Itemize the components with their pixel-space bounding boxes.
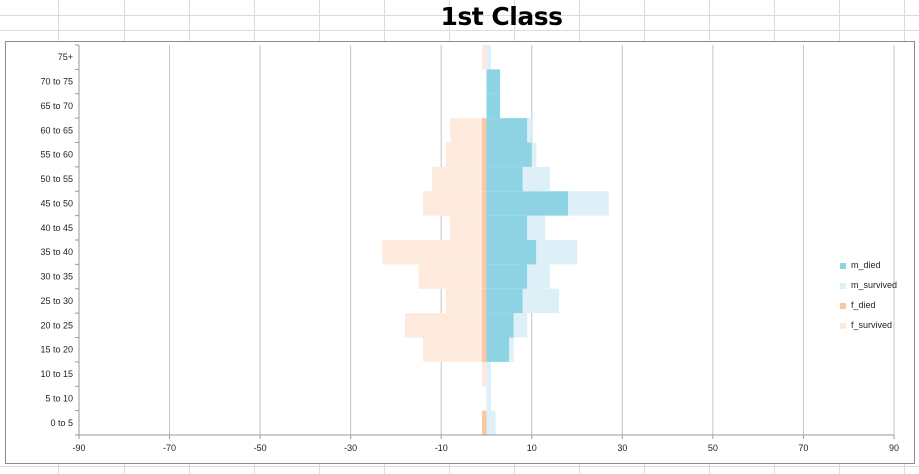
- bar-f-died-35-to-40: [481, 240, 487, 265]
- y-tick-label-50-to-55: 50 to 55: [40, 174, 73, 184]
- y-tick-label-65-to-70: 65 to 70: [40, 101, 73, 111]
- bar-m-survived-50-to-55: [522, 166, 550, 192]
- bar-f-died-25-to-30: [481, 288, 487, 314]
- bar-f-survived-10-to-15: [481, 361, 487, 387]
- x-tick-label-10: -10: [435, 443, 448, 453]
- y-tick-label-20-to-25: 20 to 25: [40, 320, 73, 330]
- bar-m-survived-75: [486, 45, 492, 70]
- bar-f-died-15-to-20: [481, 337, 487, 362]
- bar-f-survived-30-to-35: [418, 264, 482, 289]
- bar-f-died-45-to-50: [481, 191, 487, 216]
- bar-f-died-50-to-55: [481, 166, 487, 192]
- legend-swatch-m-died: [840, 263, 846, 269]
- bar-m-died-25-to-30: [486, 288, 523, 314]
- bar-m-survived-35-to-40: [536, 240, 578, 265]
- y-tick-label-15-to-20: 15 to 20: [40, 345, 73, 355]
- bar-m-died-35-to-40: [486, 240, 537, 265]
- bar-m-survived-55-to-60: [531, 142, 537, 167]
- bar-m-died-15-to-20: [486, 337, 510, 362]
- bar-f-survived-40-to-45: [450, 215, 482, 240]
- bar-f-survived-60-to-65: [450, 118, 482, 143]
- x-tick-label-30: 30: [617, 443, 627, 453]
- bar-m-died-55-to-60: [486, 142, 532, 167]
- x-tick-label-90: -90: [72, 443, 85, 453]
- bar-m-died-45-to-50: [486, 191, 568, 216]
- chart-area: 0 to 5 5 to 10 10 to 15 15 to 20 20 to 25 25 …: [5, 41, 915, 464]
- y-tick-label-25-to-30: 25 to 30: [40, 296, 73, 306]
- bar-m-died-30-to-35: [486, 264, 528, 289]
- y-tick-label-70-to-75: 70 to 75: [40, 77, 73, 87]
- bar-m-survived-30-to-35: [527, 264, 550, 289]
- x-tick-label-50: 50: [708, 443, 718, 453]
- legend-swatch-f-died: [840, 303, 846, 309]
- x-tick-label-50: -50: [254, 443, 267, 453]
- bar-f-survived-15-to-20: [423, 337, 482, 362]
- bar-m-survived-10-to-15: [486, 361, 492, 387]
- y-tick-label-55-to-60: 55 to 60: [40, 150, 73, 160]
- bar-m-survived-60-to-65: [527, 118, 532, 143]
- bar-m-died-40-to-45: [486, 215, 528, 240]
- x-tick-label-30: -30: [344, 443, 357, 453]
- y-tick-label-5-to-10: 5 to 10: [45, 393, 73, 403]
- bar-f-died-0-to-5: [481, 410, 487, 435]
- bar-f-died-40-to-45: [481, 215, 487, 240]
- y-tick-label-75: 75+: [58, 52, 73, 62]
- x-tick-label-10: 10: [527, 443, 537, 453]
- bar-f-survived-50-to-55: [432, 166, 482, 192]
- chart-title: 1st Class: [440, 2, 563, 31]
- bar-m-survived-0-to-5: [486, 410, 496, 435]
- bar-f-survived-35-to-40: [382, 240, 482, 265]
- legend-swatch-m-survived: [840, 283, 846, 289]
- legend-label-m-survived: m_survived: [851, 280, 898, 290]
- bar-f-died-20-to-25: [481, 313, 487, 338]
- bar-f-survived-25-to-30: [445, 288, 482, 314]
- y-tick-label-30-to-35: 30 to 35: [40, 272, 73, 282]
- x-tick-label-90: 90: [889, 443, 899, 453]
- bar-m-died-70-to-75: [486, 69, 501, 94]
- bar-f-died-60-to-65: [481, 118, 487, 143]
- bar-m-died-65-to-70: [486, 93, 501, 119]
- bar-f-died-55-to-60: [481, 142, 487, 167]
- plot-area: 0 to 5 5 to 10 10 to 15 15 to 20 20 to 25 25 …: [40, 44, 899, 453]
- legend-label-f-died: f_died: [851, 300, 876, 310]
- bar-f-died-30-to-35: [481, 264, 487, 289]
- legend-label-f-survived: f_survived: [851, 320, 893, 330]
- x-tick-label-70: 70: [798, 443, 808, 453]
- bar-f-survived-45-to-50: [423, 191, 482, 216]
- bar-f-survived-75: [481, 45, 487, 70]
- bar-m-survived-40-to-45: [527, 215, 546, 240]
- bar-m-survived-25-to-30: [522, 288, 559, 314]
- y-tick-label-40-to-45: 40 to 45: [40, 223, 73, 233]
- bar-m-died-60-to-65: [486, 118, 528, 143]
- y-tick-label-60-to-65: 60 to 65: [40, 125, 73, 135]
- bar-f-survived-55-to-60: [445, 142, 482, 167]
- bar-m-survived-20-to-25: [513, 313, 528, 338]
- bar-m-died-50-to-55: [486, 166, 523, 192]
- y-tick-label-0-to-5: 0 to 5: [50, 418, 73, 428]
- bar-f-survived-20-to-25: [405, 313, 482, 338]
- bar-m-survived-15-to-20: [509, 337, 514, 362]
- x-tick-label-70: -70: [163, 443, 176, 453]
- y-tick-label-35-to-40: 35 to 40: [40, 247, 73, 257]
- bar-m-died-20-to-25: [486, 313, 514, 338]
- legend-swatch-f-survived: [840, 323, 846, 329]
- y-tick-label-10-to-15: 10 to 15: [40, 369, 73, 379]
- y-tick-label-45-to-50: 45 to 50: [40, 198, 73, 208]
- bar-m-survived-45-to-50: [568, 191, 609, 216]
- legend-label-m-died: m_died: [851, 260, 881, 270]
- bar-m-survived-5-to-10: [486, 386, 492, 411]
